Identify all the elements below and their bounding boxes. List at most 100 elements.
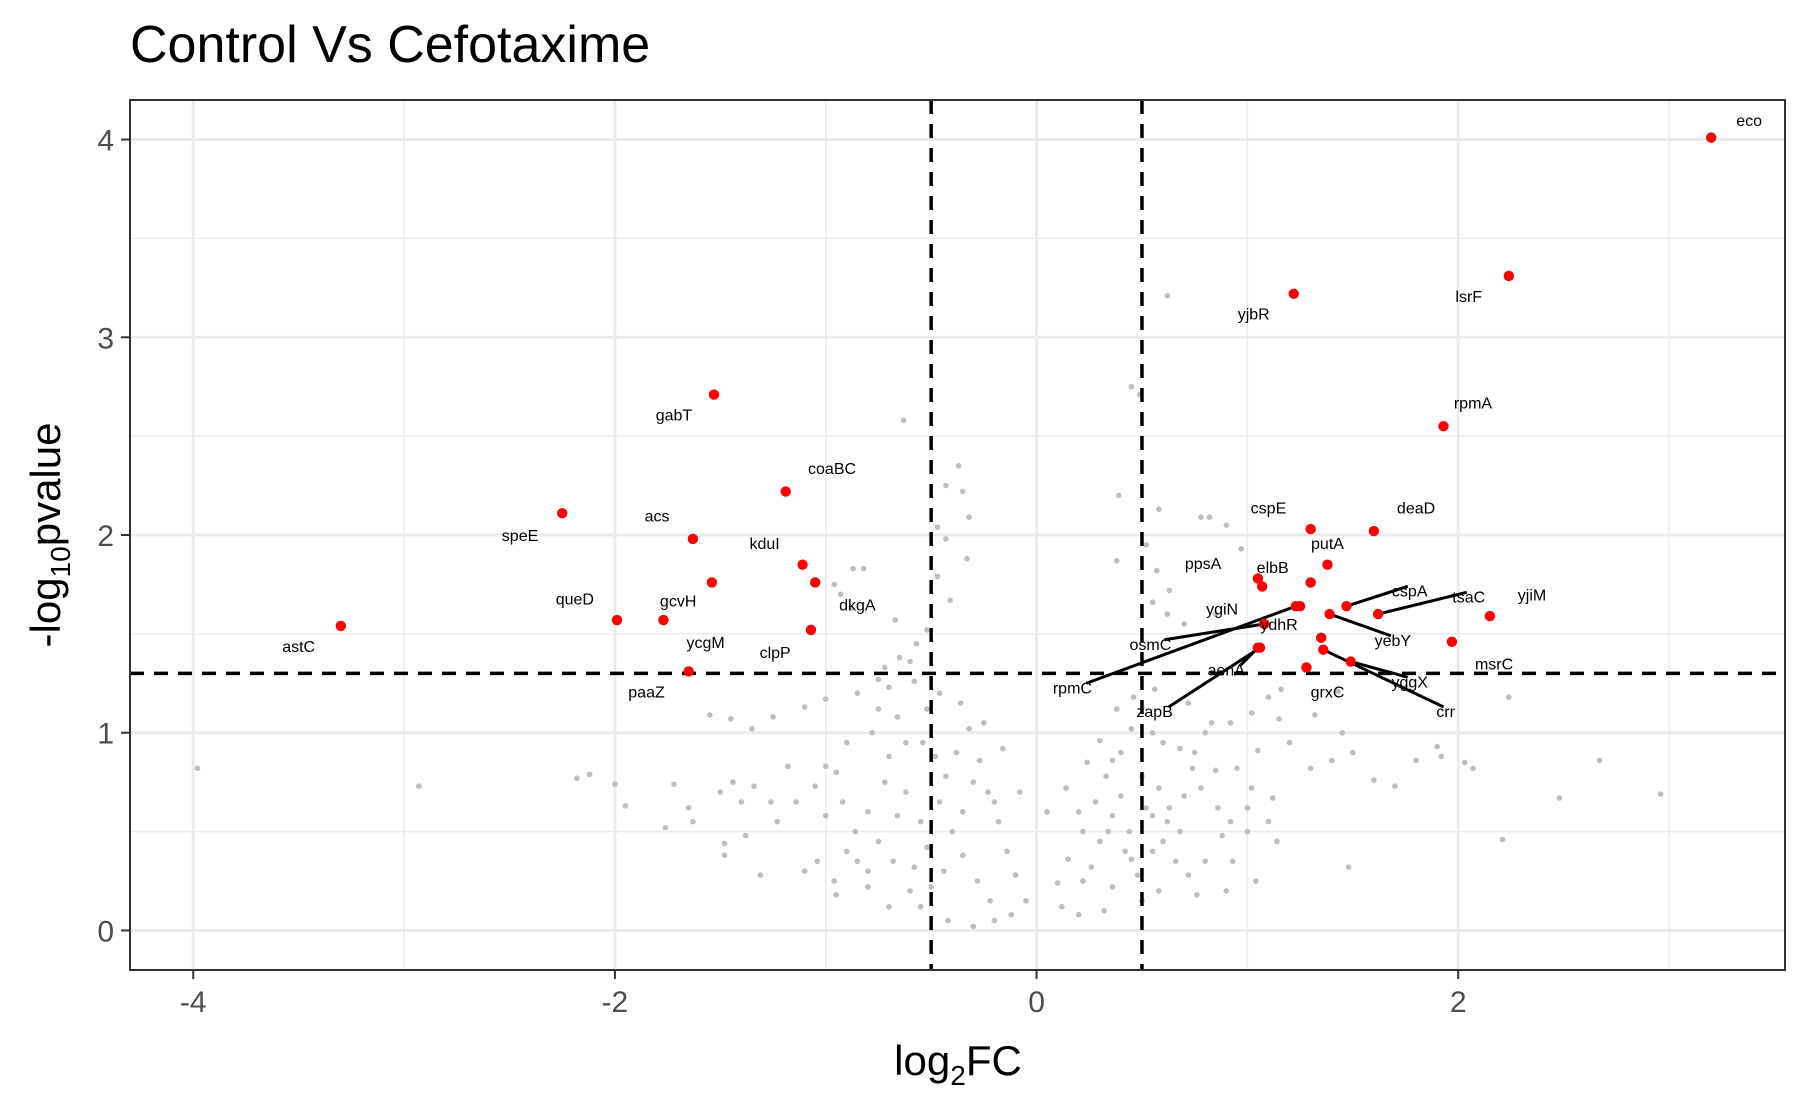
background-point: [1109, 757, 1116, 764]
gene-label: paaZ: [628, 684, 665, 701]
gene-label: gcvH: [660, 593, 696, 610]
background-point: [1149, 812, 1156, 819]
background-point: [1312, 712, 1318, 718]
background-point: [1128, 383, 1135, 390]
background-point: [751, 783, 757, 789]
background-point: [1128, 856, 1135, 863]
background-point: [865, 884, 871, 890]
background-point: [917, 818, 924, 825]
background-point: [1063, 785, 1069, 791]
background-point: [1244, 805, 1251, 811]
significant-point: [1305, 577, 1316, 588]
background-point: [970, 923, 977, 930]
background-point: [1075, 911, 1082, 918]
gene-label: kduI: [749, 536, 779, 553]
x-axis-ticks: -4 -2 0 2: [180, 970, 1467, 1019]
background-point: [1212, 611, 1219, 617]
gene-label: crr: [1436, 704, 1455, 721]
gene-label: msrC: [1475, 657, 1513, 674]
background-point: [913, 640, 920, 647]
background-point: [1128, 725, 1135, 732]
background-point: [943, 482, 949, 489]
background-point: [869, 729, 875, 736]
background-point: [1189, 765, 1196, 772]
significant-point: [1318, 644, 1329, 655]
background-point: [976, 757, 983, 764]
background-point: [1164, 611, 1171, 617]
background-point: [865, 809, 871, 815]
background-point: [622, 803, 629, 809]
background-point: [1164, 292, 1171, 299]
background-point: [974, 878, 981, 884]
gene-label: astC: [282, 639, 315, 656]
background-point: [1265, 818, 1272, 825]
background-point: [1012, 872, 1019, 878]
label-segments: [1085, 584, 1468, 709]
background-point: [690, 818, 696, 825]
background-point: [881, 779, 888, 785]
label-segment: [1164, 622, 1265, 642]
background-point: [1109, 812, 1116, 819]
y-tick-label: 4: [97, 125, 114, 158]
background-point: [1118, 749, 1124, 756]
background-point: [1134, 872, 1141, 878]
background-point: [936, 690, 943, 696]
x-tick-label: 2: [1450, 986, 1467, 1019]
gene-label: queD: [556, 591, 594, 608]
significant-point: [687, 533, 699, 545]
significant-point: [1438, 421, 1449, 432]
background-point: [717, 789, 724, 795]
significant-point: [1322, 559, 1333, 570]
background-point: [1227, 818, 1234, 825]
background-point: [812, 783, 818, 789]
background-point: [1143, 542, 1149, 548]
significant-point: [1484, 610, 1496, 622]
background-point: [757, 872, 764, 878]
background-point: [943, 536, 949, 542]
y-axis-title: -log10pvalue: [22, 423, 76, 648]
background-point: [854, 858, 861, 865]
gene-label: yggX: [1391, 675, 1428, 692]
background-point: [1229, 858, 1236, 865]
background-point: [1177, 745, 1183, 752]
label-segment: [1167, 646, 1261, 709]
major-gridlines: [130, 100, 1785, 970]
background-point: [953, 749, 960, 756]
background-point: [865, 868, 871, 874]
background-point: [894, 812, 901, 819]
background-point: [671, 781, 677, 787]
background-point: [1274, 838, 1280, 845]
background-point: [831, 581, 837, 588]
background-point: [1208, 720, 1215, 726]
background-point: [1438, 753, 1445, 760]
gene-label: elbB: [1257, 560, 1289, 577]
background-point: [892, 617, 899, 623]
significant-point: [658, 614, 669, 626]
background-point: [1234, 765, 1240, 772]
background-point: [1227, 720, 1234, 726]
background-point: [1084, 759, 1090, 766]
background-point: [1255, 747, 1261, 754]
background-point: [837, 591, 844, 598]
significant-point: [1290, 600, 1302, 612]
significant-point: [706, 577, 718, 588]
background-point: [1166, 805, 1173, 811]
background-point: [1286, 739, 1293, 746]
background-point: [831, 878, 837, 884]
background-point: [1191, 749, 1198, 756]
background-point: [1223, 888, 1230, 894]
background-point: [991, 799, 998, 805]
background-point: [947, 597, 953, 604]
background-point: [850, 565, 856, 572]
background-point: [1160, 838, 1166, 845]
background-point: [1215, 805, 1221, 811]
background-point: [1151, 686, 1158, 693]
gene-label: tsaC: [1452, 589, 1485, 606]
significant-point: [1341, 600, 1352, 612]
background-point: [1156, 888, 1162, 894]
background-point: [911, 864, 918, 870]
background-point: [721, 852, 728, 859]
gene-label: cspE: [1251, 501, 1287, 518]
x-tick-label: -2: [602, 986, 629, 1019]
background-point: [936, 799, 943, 805]
